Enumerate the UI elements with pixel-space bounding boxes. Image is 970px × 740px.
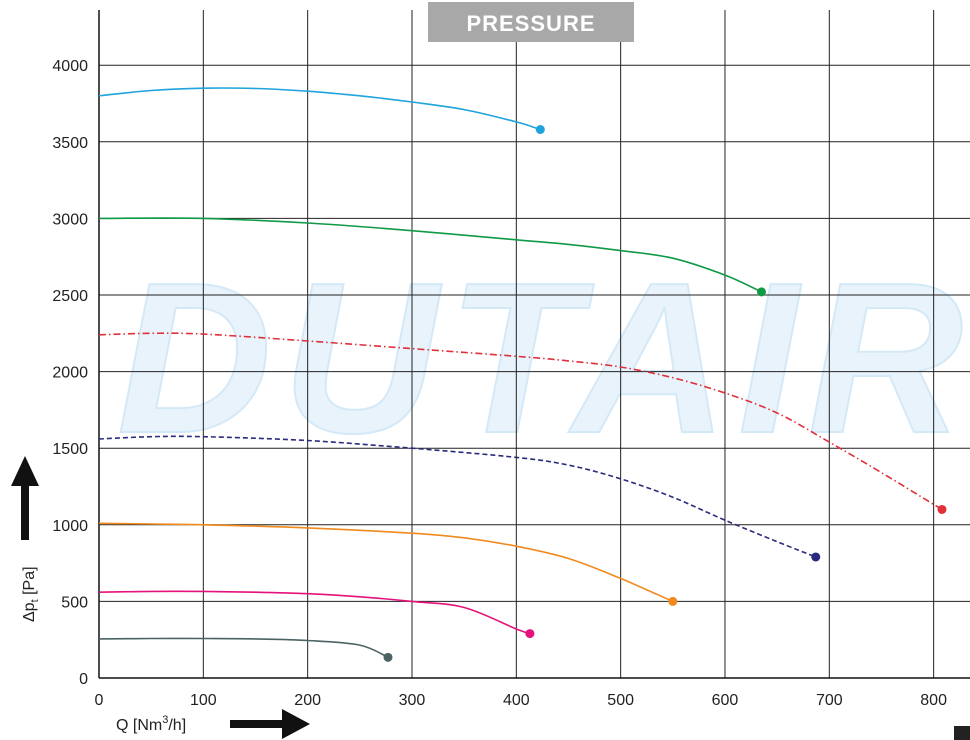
series-line-5 (98, 522, 674, 603)
title-background (428, 2, 634, 42)
series-line-7 (98, 637, 389, 659)
x-tick-label: 600 (712, 692, 739, 709)
watermark-text: DUTAIR (117, 237, 970, 478)
x-axis-label: Q [Nm3/h] (116, 714, 186, 734)
y-axis-label: Δpt [Pa] (21, 566, 41, 622)
series-line-4 (98, 435, 817, 558)
series-endpoint-4 (811, 552, 821, 562)
y-tick-label: 1000 (52, 518, 88, 535)
x-tick-label: 800 (920, 692, 947, 709)
series-endpoint-5 (668, 596, 678, 606)
series-line-6 (98, 590, 531, 635)
x-tick-label: 200 (294, 692, 321, 709)
series-endpoint-1 (535, 125, 545, 135)
x-tick-label: 500 (607, 692, 634, 709)
series-endpoint-3 (937, 504, 947, 514)
x-tick-label: 0 (95, 692, 104, 709)
y-tick-label: 0 (79, 671, 88, 688)
chart-title: PRESSURE (466, 11, 595, 36)
y-axis-arrow-icon (11, 456, 39, 540)
series-line-2 (98, 217, 762, 293)
axis-labels: Q [Nm3/h] Δpt [Pa] (11, 456, 310, 739)
y-tick-label: 500 (61, 594, 88, 611)
y-tick-label: 4000 (52, 58, 88, 75)
y-tick-label: 3000 (52, 211, 88, 228)
series-endpoint-2 (756, 287, 766, 297)
y-tick-label: 2000 (52, 365, 88, 382)
x-tick-label: 700 (816, 692, 843, 709)
series-line-3 (98, 332, 943, 511)
series (98, 87, 947, 662)
y-tick-label: 2500 (52, 288, 88, 305)
series-endpoint-7 (383, 652, 393, 662)
y-tick-label: 3500 (52, 135, 88, 152)
x-tick-label: 300 (399, 692, 426, 709)
watermark-layer: DUTAIR (116, 236, 970, 479)
chart-title-group: PRESSURE (428, 2, 634, 42)
tick-labels: 0 100 200 300 400 500 600 700 800 0 500 1000 1500 200… (52, 58, 947, 709)
y-tick-label: 1500 (52, 441, 88, 458)
series-line-1 (98, 87, 541, 131)
x-tick-label: 400 (503, 692, 530, 709)
x-axis-arrow-icon (230, 709, 310, 739)
series-endpoint-6 (525, 629, 535, 639)
grid (99, 10, 970, 678)
x-tick-label: 100 (190, 692, 217, 709)
corner-marker-icon (954, 726, 970, 740)
axes (98, 10, 970, 679)
